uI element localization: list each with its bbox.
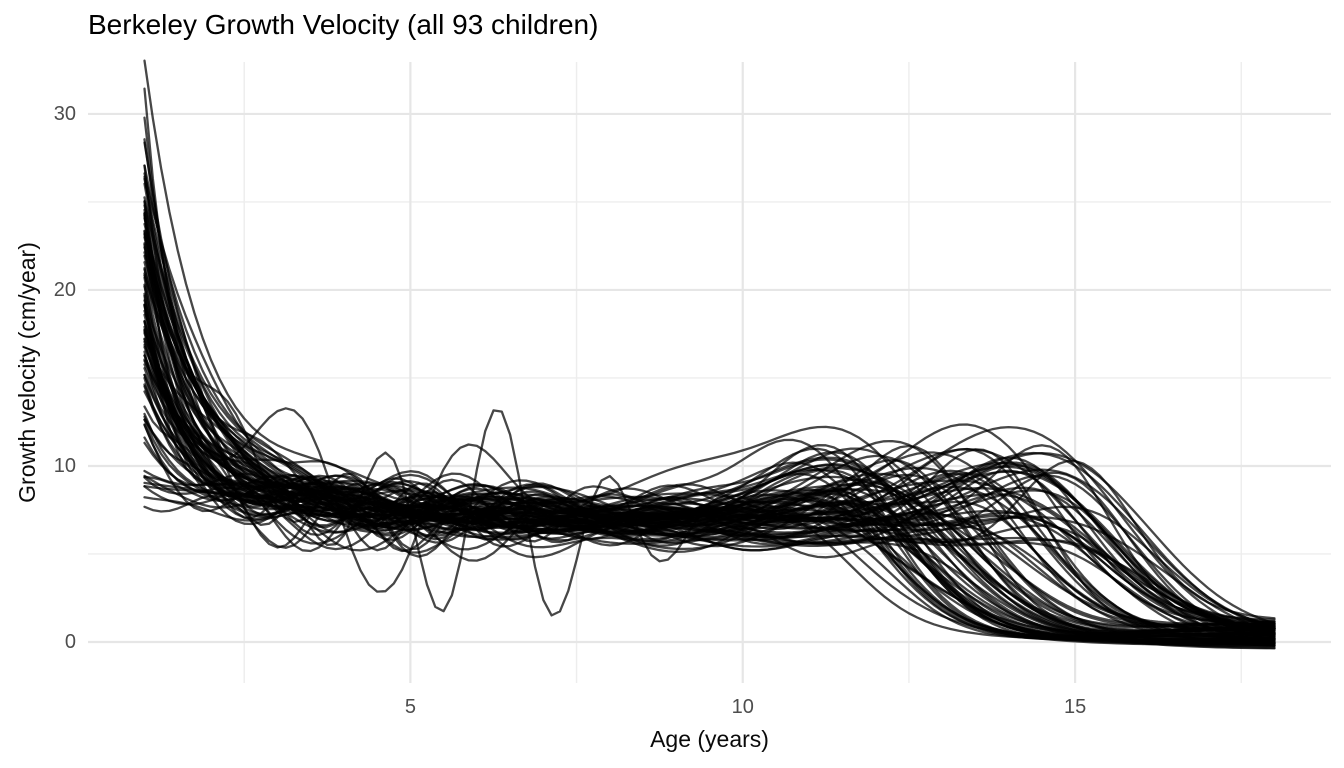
growth-curve bbox=[143, 236, 1276, 646]
y-axis-title: Growth velocity (cm/year) bbox=[14, 242, 40, 503]
growth-curve bbox=[143, 418, 1276, 640]
growth-curve bbox=[143, 268, 1276, 633]
growth-curve bbox=[143, 266, 1276, 635]
x-axis-title: Age (years) bbox=[650, 726, 769, 752]
x-tick-label: 5 bbox=[404, 696, 416, 718]
growth-curve bbox=[143, 303, 1276, 640]
growth-curve bbox=[143, 196, 1276, 647]
growth-curve bbox=[143, 303, 1276, 640]
growth-curve bbox=[143, 59, 1276, 626]
growth-curve bbox=[143, 251, 1276, 642]
growth-curve bbox=[143, 212, 1276, 639]
x-tick-label: 15 bbox=[1063, 696, 1087, 718]
y-tick-label: 30 bbox=[53, 102, 76, 125]
growth-curve bbox=[143, 164, 1276, 639]
growth-curve bbox=[143, 299, 1276, 631]
growth-curve bbox=[143, 496, 1276, 650]
growth-curve bbox=[143, 319, 1276, 627]
growth-curve bbox=[143, 182, 1276, 644]
growth-curve bbox=[143, 303, 1276, 625]
growth-curve bbox=[143, 328, 1276, 641]
y-tick-label: 20 bbox=[53, 278, 76, 301]
growth-curve bbox=[143, 199, 1276, 626]
growth-curve bbox=[143, 246, 1276, 638]
growth-curve bbox=[143, 272, 1276, 630]
growth-curve bbox=[143, 373, 1276, 629]
y-tick-label: 0 bbox=[64, 630, 76, 653]
growth-curve bbox=[143, 283, 1276, 627]
growth-curve bbox=[143, 309, 1276, 631]
growth-curve bbox=[143, 208, 1276, 624]
growth-curve bbox=[143, 138, 1276, 645]
growth-curve bbox=[143, 172, 1276, 637]
growth-curve bbox=[143, 276, 1276, 635]
x-tick-label: 10 bbox=[731, 696, 754, 718]
y-tick-label: 10 bbox=[53, 454, 76, 477]
chart-title: Berkeley Growth Velocity (all 93 childre… bbox=[88, 9, 599, 40]
growth-curves bbox=[143, 59, 1276, 650]
growth-curve bbox=[143, 274, 1276, 635]
growth-curve bbox=[143, 200, 1276, 627]
